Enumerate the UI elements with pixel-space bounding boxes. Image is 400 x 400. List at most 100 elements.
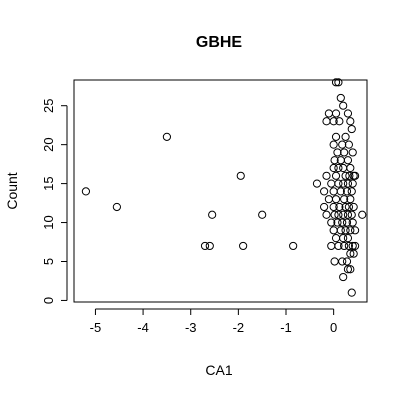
x-tick-label: -2 [233, 320, 245, 335]
data-point [343, 265, 353, 274]
y-tick-label: 5 [41, 258, 56, 265]
data-point [350, 241, 360, 251]
x-axis: -5 -4 -3 -2 -1 0 [90, 308, 337, 335]
data-point [335, 202, 344, 212]
data-point [346, 195, 355, 204]
data-point [339, 179, 348, 188]
data-point [330, 257, 339, 266]
data-point [349, 202, 358, 212]
data-point [341, 202, 350, 212]
data-point [289, 241, 298, 251]
data-point [348, 218, 357, 227]
data-point [338, 218, 347, 227]
y-tick-label: 20 [41, 137, 56, 151]
data-point [334, 78, 343, 87]
data-point [329, 202, 338, 212]
data-point [338, 140, 347, 149]
data-point [341, 171, 350, 180]
data-point [346, 249, 355, 258]
x-tick-label: -3 [185, 320, 197, 335]
data-point [331, 171, 341, 180]
x-tick-label: -4 [137, 320, 149, 335]
data-point [112, 202, 121, 212]
data-point [347, 210, 356, 219]
data-point [345, 171, 354, 180]
data-point [81, 187, 91, 196]
data-point [327, 218, 336, 227]
data-point [320, 187, 329, 196]
data-point [348, 241, 357, 251]
y-tick-label: 25 [41, 98, 56, 112]
data-point [336, 93, 345, 103]
data-point [329, 140, 338, 149]
data-point [329, 187, 338, 196]
data-points [81, 78, 367, 297]
y-tick-label: 10 [41, 215, 56, 229]
data-point [331, 195, 341, 204]
data-point [333, 148, 342, 157]
data-point [333, 218, 342, 227]
data-point [239, 241, 248, 251]
data-point [339, 210, 348, 219]
data-point [312, 179, 322, 188]
data-point [330, 156, 339, 165]
data-point [343, 210, 353, 219]
data-point [329, 117, 338, 126]
data-point [331, 109, 341, 118]
data-point [343, 234, 353, 243]
y-tick-label: 0 [41, 297, 56, 304]
data-point [343, 179, 353, 188]
data-point [322, 117, 331, 126]
data-point [339, 163, 348, 173]
chart-title: GBHE [196, 34, 243, 51]
data-point [346, 163, 355, 173]
x-axis-label: CA1 [205, 362, 232, 378]
data-point [324, 195, 333, 204]
data-point [334, 163, 343, 173]
data-point [322, 171, 331, 180]
data-point [334, 179, 343, 188]
data-point [346, 117, 355, 126]
data-point [340, 148, 349, 157]
data-point [327, 241, 336, 251]
data-point [348, 148, 357, 157]
data-point [331, 132, 341, 141]
data-point [343, 109, 353, 118]
data-point [341, 132, 350, 141]
data-point [258, 210, 267, 219]
data-point [320, 202, 329, 212]
data-point [347, 288, 356, 297]
y-axis: 0 5 10 15 20 25 [41, 98, 68, 304]
data-point [339, 234, 348, 243]
data-point [347, 124, 356, 134]
data-point [341, 226, 350, 235]
data-point [358, 210, 367, 219]
data-point [322, 210, 331, 219]
data-point [331, 78, 341, 87]
data-point [344, 241, 353, 251]
plot-area-frame [73, 79, 368, 303]
data-point [162, 132, 172, 141]
data-point [200, 241, 210, 251]
x-tick-label: 0 [330, 320, 337, 335]
data-point [327, 179, 336, 188]
data-point [208, 210, 217, 219]
data-point [349, 249, 358, 258]
data-point [336, 226, 345, 235]
data-point [343, 156, 353, 165]
data-point [342, 257, 352, 266]
y-tick-label: 15 [41, 176, 56, 190]
data-point [329, 163, 338, 173]
data-point [324, 109, 333, 118]
data-point [334, 210, 343, 219]
data-point [340, 195, 349, 204]
data-point [344, 140, 353, 149]
data-point [338, 257, 347, 266]
data-point [350, 226, 360, 235]
data-point [346, 226, 355, 235]
data-point [340, 241, 349, 251]
data-point [348, 179, 357, 188]
data-point [350, 171, 360, 180]
data-point [205, 241, 214, 251]
